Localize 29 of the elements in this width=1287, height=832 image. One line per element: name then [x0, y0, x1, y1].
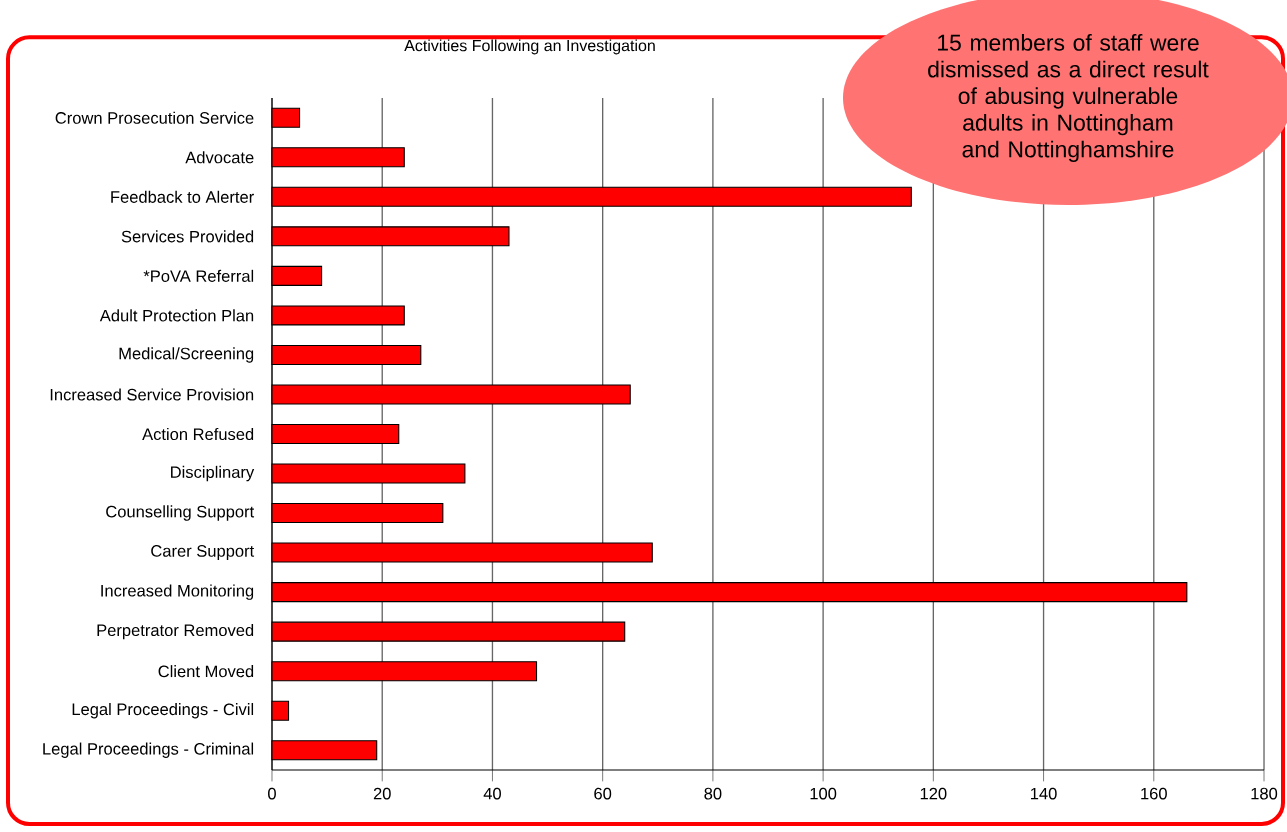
x-tick-label: 80 [704, 787, 722, 800]
y-tick-label: Adult Protection Plan [99, 309, 254, 322]
y-tick-label: Legal Proceedings - Civil [72, 703, 254, 719]
x-tick-label: 120 [920, 787, 947, 800]
annotation: 15 members of staff were dismissed as a direct result of abusing vulnerable adults in Nottingham and Nottinghamshire [928, 33, 1209, 163]
y-tick-label: Increased Service Provision [50, 388, 254, 401]
x-tick-label: 0 [268, 787, 276, 800]
x-tick-label: 160 [1141, 787, 1167, 800]
x-tick-label: 20 [373, 787, 391, 800]
y-tick-label: Feedback to Alerter [111, 190, 254, 203]
y-tick-label: *PoVA Referral [143, 269, 254, 282]
x-tick-label: 100 [810, 787, 837, 800]
y-tick-label: Disciplinary [171, 465, 255, 482]
x-tick-label: 180 [1251, 787, 1278, 800]
x-tick-label: 60 [594, 787, 612, 800]
y-tick-label: Crown Prosecution Service [55, 111, 254, 124]
x-tick-label: 140 [1031, 787, 1057, 800]
y-tick-label: Advocate [185, 151, 254, 164]
y-tick-label: Increased Monitoring [101, 584, 254, 600]
y-tick-label: Services Provided [121, 230, 254, 243]
y-tick-label: Action Refused [142, 427, 254, 441]
y-tick-label: Counselling Support [106, 505, 255, 521]
y-tick-label: Perpetrator Removed [97, 623, 254, 640]
y-tick-label: Medical/Screening [119, 347, 254, 363]
y-tick-label: Carer Support [151, 545, 255, 561]
x-tick-label: 40 [483, 787, 501, 800]
chart-title: Activities Following an Investigation [404, 39, 655, 55]
y-tick-label: Legal Proceedings - Criminal [43, 742, 254, 758]
y-tick-label: Client Moved [158, 665, 254, 678]
